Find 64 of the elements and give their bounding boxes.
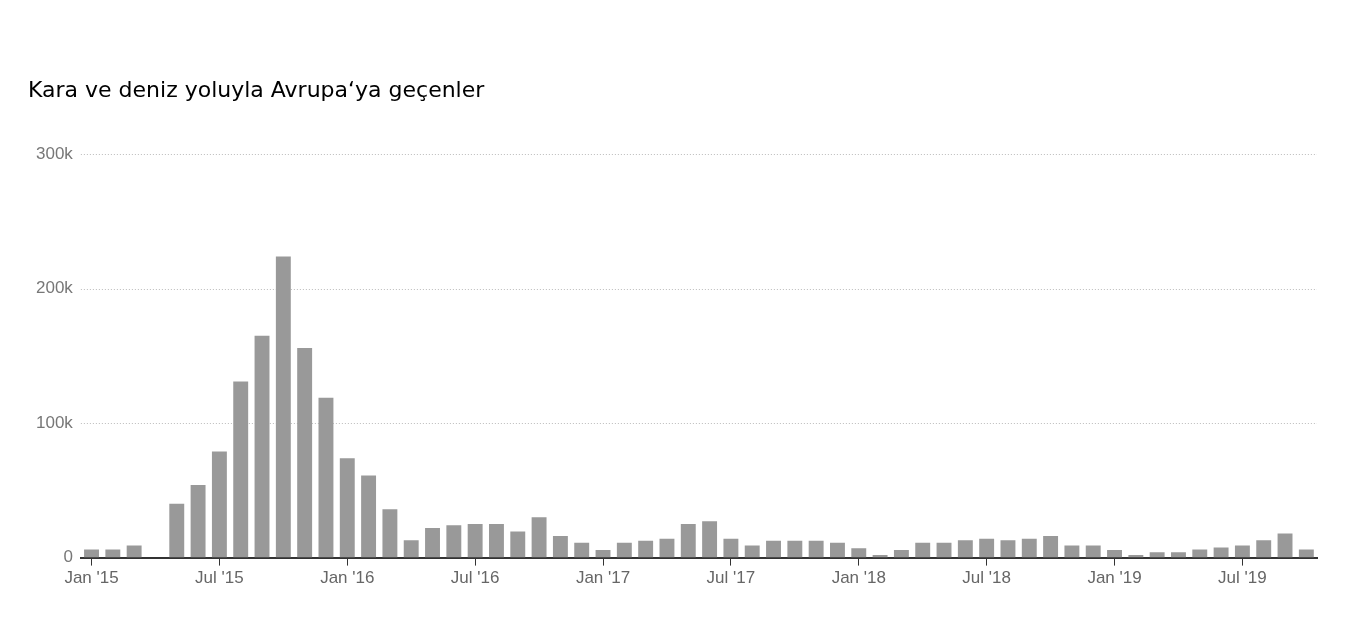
bar bbox=[744, 545, 760, 558]
bar bbox=[275, 256, 291, 558]
x-tick-label: Jul '17 bbox=[706, 568, 756, 588]
bar bbox=[531, 517, 547, 558]
chart-title: Kara ve deniz yoluyla Avrupa‘ya geçenler bbox=[28, 76, 486, 102]
x-tick-label: Jul '18 bbox=[962, 568, 1011, 588]
bar bbox=[254, 335, 270, 558]
bar bbox=[211, 451, 227, 558]
bar bbox=[659, 538, 675, 558]
bar bbox=[851, 548, 867, 558]
bar bbox=[1021, 538, 1037, 558]
bar bbox=[339, 458, 355, 558]
bar bbox=[1085, 545, 1101, 558]
bar bbox=[169, 503, 185, 558]
bar bbox=[1107, 550, 1122, 558]
bar bbox=[510, 531, 526, 558]
bar bbox=[915, 542, 931, 558]
bar bbox=[1234, 545, 1250, 558]
x-tick-label: Jan '15 bbox=[64, 568, 119, 588]
bar bbox=[489, 524, 504, 558]
bar bbox=[616, 542, 632, 558]
bar bbox=[552, 536, 568, 558]
x-tick-label: Jan '18 bbox=[831, 568, 886, 588]
bar bbox=[766, 540, 781, 558]
bar bbox=[361, 475, 377, 558]
bar bbox=[467, 524, 483, 558]
bar bbox=[680, 524, 696, 558]
x-tick-label: Jul '19 bbox=[1218, 568, 1267, 588]
bar bbox=[830, 542, 845, 558]
bar bbox=[1277, 533, 1293, 558]
bar bbox=[297, 347, 313, 558]
bar bbox=[318, 397, 334, 558]
bar bbox=[1043, 536, 1059, 558]
bar bbox=[1213, 547, 1229, 558]
y-tick-label: 0 bbox=[63, 547, 73, 567]
bar bbox=[425, 528, 440, 558]
bar bbox=[233, 381, 249, 558]
x-tick-label: Jul '16 bbox=[450, 568, 500, 588]
y-tick-label: 300k bbox=[35, 144, 74, 164]
y-tick-label: 100k bbox=[35, 412, 74, 432]
bar bbox=[126, 545, 142, 558]
bar bbox=[957, 540, 973, 558]
bar bbox=[723, 538, 739, 558]
bar bbox=[787, 540, 803, 558]
x-tick-label: Jan '19 bbox=[1087, 568, 1142, 588]
bar bbox=[979, 538, 995, 558]
bar bbox=[1171, 552, 1186, 558]
x-tick-label: Jan '17 bbox=[575, 568, 631, 588]
bar bbox=[808, 540, 824, 558]
bar bbox=[702, 521, 718, 558]
bar bbox=[1149, 552, 1165, 558]
x-tick-label: Jul '15 bbox=[195, 568, 244, 588]
bar bbox=[1064, 545, 1080, 558]
bar bbox=[403, 540, 419, 558]
bar bbox=[1256, 540, 1272, 558]
bar bbox=[574, 542, 590, 558]
bar bbox=[893, 550, 909, 558]
bar bbox=[190, 485, 206, 558]
y-tick-label: 200k bbox=[35, 278, 74, 298]
bar bbox=[446, 525, 462, 558]
bar bbox=[1000, 540, 1016, 558]
bar bbox=[638, 540, 654, 558]
x-tick-label: Jan '16 bbox=[320, 568, 375, 588]
bar bbox=[382, 509, 398, 558]
